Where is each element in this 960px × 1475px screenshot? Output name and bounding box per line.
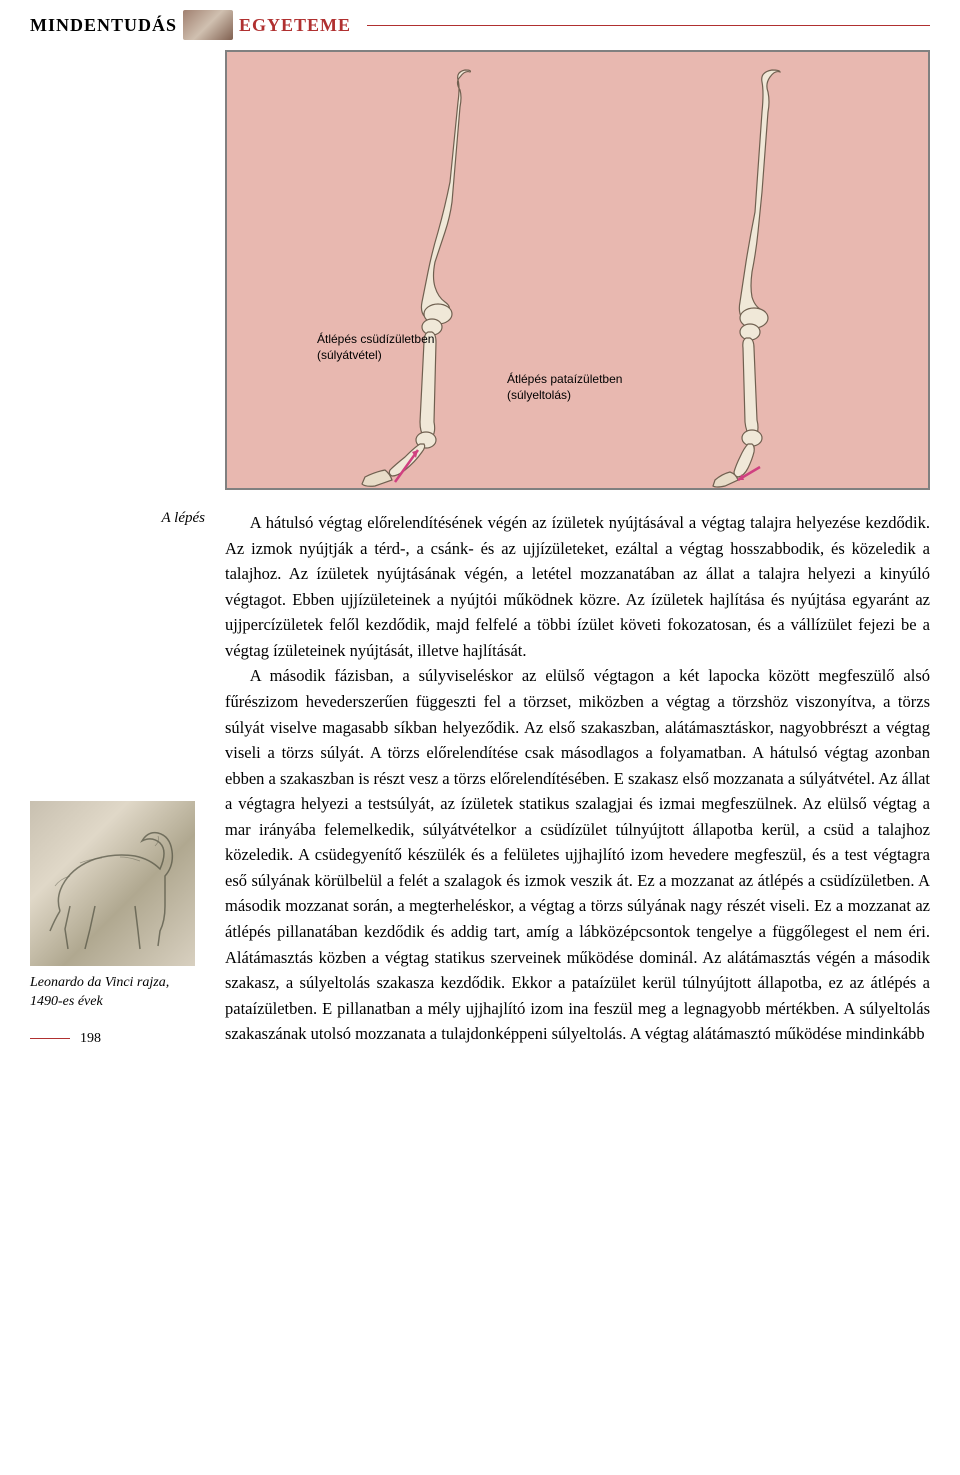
figure-label-2: Átlépés pataízületben (súlyeltolás) (507, 372, 622, 403)
page-container: MINDENTUDÁS EGYETEME A lépés Leonardo da… (0, 0, 960, 1067)
davinci-caption-line2: 1490-es évek (30, 994, 103, 1009)
header-divider (367, 25, 930, 26)
page-number-line (30, 1038, 70, 1039)
figure-caption: A lépés (30, 510, 205, 527)
left-column: A lépés Leonardo da Vinci rajza, 1490-es… (30, 50, 205, 1047)
figure-label-2-line2: (súlyeltolás) (507, 388, 571, 402)
davinci-caption: Leonardo da Vinci rajza, 1490-es évek (30, 974, 205, 1010)
page-header: MINDENTUDÁS EGYETEME (30, 10, 930, 40)
column-spacer (30, 542, 205, 801)
header-title-right: EGYETEME (239, 15, 351, 36)
right-column: Átlépés csüdízületben (súlyátvétel) Átlé… (225, 50, 930, 1047)
paragraph-1: A hátulsó végtag előrelendítésének végén… (225, 510, 930, 663)
figure-label-2-line1: Átlépés pataízületben (507, 372, 622, 386)
bone-diagram-icon (227, 52, 928, 488)
figure-label-1-line1: Átlépés csüdízületben (317, 332, 434, 346)
page-number-row: 198 (30, 1031, 205, 1047)
bone-figure: Átlépés csüdízületben (súlyátvétel) Átlé… (225, 50, 930, 490)
figure-label-1-line2: (súlyátvétel) (317, 348, 382, 362)
body-text: A hátulsó végtag előrelendítésének végén… (225, 510, 930, 1047)
paragraph-2: A második fázisban, a súlyviseléskor az … (225, 663, 930, 1046)
header-icon (183, 10, 233, 40)
content-wrapper: A lépés Leonardo da Vinci rajza, 1490-es… (30, 50, 930, 1047)
figure-label-1: Átlépés csüdízületben (súlyátvétel) (317, 332, 434, 363)
davinci-sketch-image (30, 801, 195, 966)
davinci-caption-line1: Leonardo da Vinci rajza, (30, 975, 169, 990)
horse-sketch-icon (30, 801, 195, 966)
page-number: 198 (80, 1031, 101, 1047)
header-title-left: MINDENTUDÁS (30, 15, 177, 36)
